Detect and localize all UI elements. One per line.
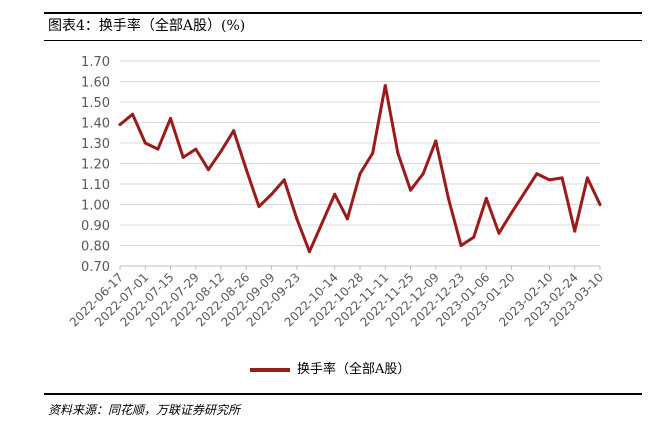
data-point: [371, 151, 375, 155]
x-axis-ticks: 2022-06-172022-07-012022-07-152022-07-29…: [67, 266, 606, 329]
data-point: [547, 178, 551, 182]
data-point: [169, 116, 173, 120]
data-point: [156, 147, 160, 151]
bottom-rule: [44, 393, 642, 395]
y-tick-label: 1.20: [81, 158, 110, 173]
data-point: [497, 231, 501, 235]
data-point: [194, 147, 198, 151]
y-tick-label: 1.60: [81, 76, 110, 91]
data-point: [421, 172, 425, 176]
y-tick-label: 1.10: [81, 178, 110, 193]
data-point: [472, 235, 476, 239]
top-rule: [44, 12, 642, 14]
y-tick-label: 0.90: [81, 219, 110, 234]
data-point: [510, 211, 514, 215]
data-point: [219, 149, 223, 153]
data-point: [560, 176, 564, 180]
y-tick-label: 1.30: [81, 137, 110, 152]
data-point: [270, 192, 274, 196]
data-point: [358, 172, 362, 176]
data-point: [181, 155, 185, 159]
data-point: [232, 129, 236, 133]
series-line: [118, 84, 602, 254]
y-tick-label: 1.70: [81, 55, 110, 70]
data-point: [333, 192, 337, 196]
data-point: [409, 188, 413, 192]
data-point: [459, 244, 463, 247]
data-point: [118, 123, 122, 127]
plot-area: [118, 84, 602, 254]
y-axis-ticks: 0.70 0.80 0.90 1.00 1.10 1.20 1.30 1.40 1.50 1.60…: [81, 55, 110, 275]
legend-swatch: [250, 368, 290, 372]
y-tick-label: 1.40: [81, 117, 110, 132]
title-rule: [44, 40, 642, 41]
y-tick-label: 1.50: [81, 96, 110, 111]
data-point: [282, 178, 286, 182]
source-note: 资料来源：同花顺，万联证券研究所: [48, 403, 241, 417]
data-point: [244, 168, 248, 172]
data-point: [345, 217, 349, 221]
data-point: [535, 172, 539, 176]
data-point: [573, 229, 577, 233]
data-point: [143, 141, 147, 145]
data-point: [484, 196, 488, 200]
data-point: [206, 168, 210, 172]
data-point: [383, 84, 387, 88]
data-point: [131, 112, 135, 116]
data-point: [257, 205, 261, 209]
grid-lines: [120, 60, 600, 267]
figure-title: 图表4：换手率（全部A股）(%): [48, 18, 246, 34]
data-point: [295, 217, 299, 221]
data-point: [446, 196, 450, 200]
data-point: [598, 203, 602, 206]
data-point: [434, 139, 438, 143]
legend-label: 换手率（全部A股）: [297, 362, 411, 377]
data-point: [585, 176, 589, 180]
data-point: [396, 151, 400, 155]
data-point: [307, 250, 311, 254]
y-tick-label: 0.70: [81, 260, 110, 275]
y-tick-label: 1.00: [81, 199, 110, 214]
y-tick-label: 0.80: [81, 240, 110, 255]
